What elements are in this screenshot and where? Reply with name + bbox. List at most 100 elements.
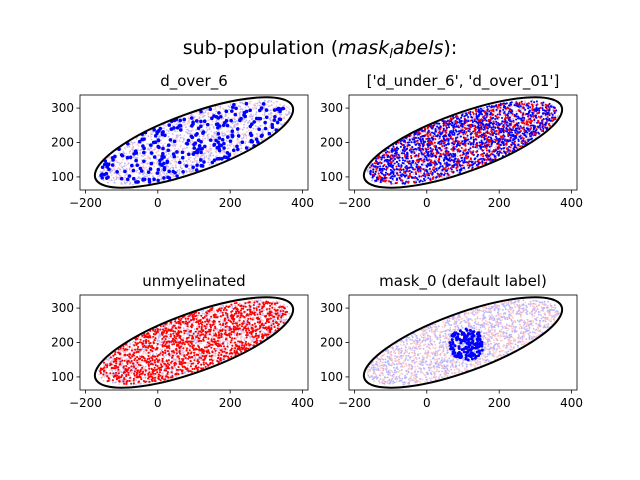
highlight-point (208, 138, 213, 142)
background-point (214, 105, 217, 108)
background-point (240, 147, 243, 150)
highlight-point (377, 162, 380, 165)
highlight-point (426, 133, 429, 136)
background-point (456, 155, 459, 158)
background-point (151, 175, 154, 178)
background-point (143, 167, 146, 170)
background-point (211, 112, 214, 115)
highlight-point (465, 157, 468, 160)
highlight-point (538, 124, 542, 127)
background-point (109, 179, 111, 182)
highlight-point (123, 169, 127, 174)
highlight-point (518, 131, 521, 134)
background-point (188, 167, 190, 170)
background-point (283, 104, 286, 107)
background-point (228, 133, 231, 136)
highlight-point (419, 140, 423, 143)
background-point (217, 105, 219, 108)
highlight-point (410, 151, 413, 154)
background-point (527, 137, 530, 140)
background-point (412, 153, 414, 156)
highlight-point (249, 138, 254, 143)
highlight-point (441, 145, 444, 148)
highlight-point (107, 167, 111, 172)
background-point (157, 164, 159, 167)
highlight-point (546, 109, 549, 112)
highlight-point (443, 144, 446, 147)
highlight-point (405, 152, 409, 155)
background-point (174, 144, 177, 147)
highlight-point (507, 112, 510, 115)
highlight-point (438, 137, 441, 140)
background-point (203, 114, 206, 117)
highlight-point (475, 112, 478, 116)
background-point (223, 153, 226, 156)
background-point (123, 146, 126, 149)
highlight-point (455, 167, 458, 170)
highlight-point (461, 164, 464, 167)
x-tick-label: 400 (291, 196, 314, 210)
highlight-point (465, 112, 468, 115)
highlight-point (383, 167, 386, 171)
highlight-point (137, 139, 142, 144)
background-point (378, 159, 381, 162)
background-point (483, 148, 486, 151)
background-point (158, 165, 161, 168)
highlight-point (456, 140, 459, 143)
background-point (263, 137, 266, 140)
highlight-point (419, 169, 422, 172)
highlight-point (133, 149, 138, 154)
background-point (281, 117, 284, 120)
highlight-point (511, 141, 514, 144)
background-point (205, 150, 207, 152)
background-point (257, 120, 260, 123)
highlight-point (489, 118, 492, 121)
background-point (178, 172, 181, 175)
background-point (244, 133, 247, 136)
highlight-point (517, 117, 520, 120)
background-point (185, 160, 188, 163)
highlight-point (387, 155, 390, 158)
background-point (136, 154, 139, 156)
highlight-point (452, 143, 455, 146)
highlight-point (105, 176, 109, 180)
highlight-point (180, 150, 185, 155)
highlight-point (232, 102, 236, 107)
highlight-point (415, 172, 418, 176)
highlight-point (498, 111, 501, 114)
background-point (184, 155, 187, 157)
background-point (187, 129, 190, 132)
background-point (176, 123, 178, 126)
background-point (215, 130, 218, 133)
highlight-point (433, 145, 436, 148)
highlight-point (231, 148, 236, 153)
highlight-point (230, 129, 235, 133)
highlight-point (509, 138, 512, 141)
highlight-point (488, 145, 491, 148)
highlight-point (548, 124, 551, 127)
highlight-point (551, 116, 554, 119)
highlight-point (497, 154, 500, 157)
highlight-point (389, 177, 392, 180)
highlight-point (426, 137, 429, 140)
background-point (285, 105, 288, 108)
background-point (123, 165, 125, 168)
highlight-point (460, 116, 463, 119)
highlight-point (445, 128, 448, 132)
background-point (120, 148, 123, 151)
highlight-point (413, 140, 416, 143)
background-point (504, 146, 507, 148)
background-point (186, 146, 188, 149)
background-point (184, 123, 187, 126)
highlight-point (389, 168, 392, 172)
highlight-point (539, 122, 542, 126)
background-point (212, 154, 215, 157)
background-point (136, 143, 139, 146)
highlight-point (234, 106, 238, 111)
highlight-point (502, 150, 506, 153)
background-point (240, 144, 243, 147)
background-point (533, 103, 536, 106)
background-point (179, 166, 182, 169)
highlight-point (425, 137, 428, 140)
highlight-point (406, 160, 409, 163)
